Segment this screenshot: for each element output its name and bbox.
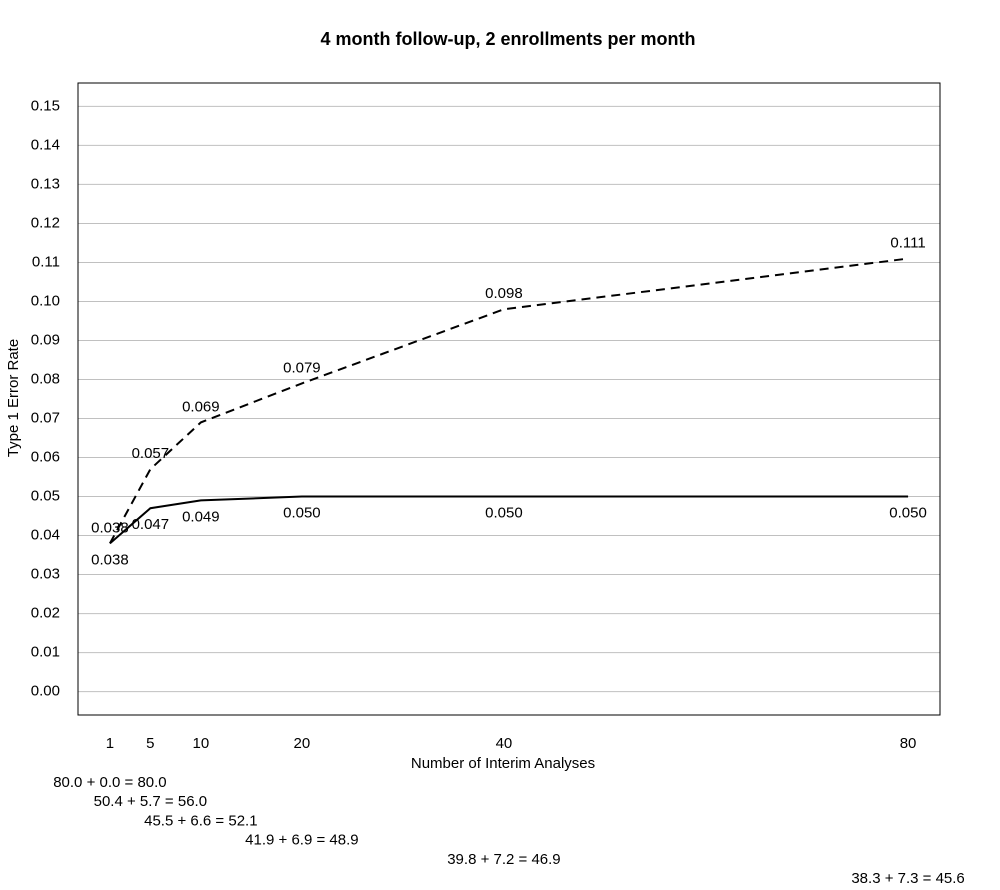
x-tick-label: 5 — [146, 735, 154, 752]
x-tick-label: 1 — [106, 735, 114, 752]
data-label: 0.050 — [889, 504, 927, 521]
annotation: 80.0 + 0.0 = 80.0 — [53, 774, 166, 791]
data-label: 0.111 — [890, 235, 925, 252]
y-tick-label: 0.01 — [31, 644, 60, 661]
y-axis-label: Type 1 Error Rate — [5, 339, 22, 457]
x-tick-label: 20 — [294, 735, 311, 752]
series-line — [109, 495, 909, 545]
x-tick-label: 40 — [496, 735, 513, 752]
annotation: 45.5 + 6.6 = 52.1 — [144, 812, 257, 829]
y-tick-label: 0.04 — [31, 527, 60, 544]
data-label: 0.050 — [283, 504, 321, 521]
data-label: 0.050 — [485, 504, 523, 521]
x-tick-label: 10 — [193, 735, 210, 752]
y-tick-label: 0.13 — [31, 175, 60, 192]
data-label: 0.049 — [182, 508, 220, 525]
y-tick-label: 0.08 — [31, 370, 60, 387]
y-tick-label: 0.12 — [31, 214, 60, 231]
y-tick-label: 0.07 — [31, 409, 60, 426]
y-tick-label: 0.09 — [31, 331, 60, 348]
data-label: 0.038 — [91, 551, 129, 568]
data-label: 0.038 — [91, 519, 129, 536]
y-tick-label: 0.03 — [31, 566, 60, 583]
data-label: 0.079 — [283, 359, 321, 376]
data-label: 0.098 — [485, 285, 523, 302]
plot-frame — [77, 82, 941, 716]
data-label: 0.047 — [132, 516, 170, 533]
y-tick-label: 0.10 — [31, 292, 60, 309]
chart-title: 4 month follow-up, 2 enrollments per mon… — [320, 29, 695, 49]
series-line — [109, 257, 909, 544]
y-tick-label: 0.06 — [31, 448, 60, 465]
y-tick-label: 0.15 — [31, 97, 60, 114]
y-tick-label: 0.02 — [31, 605, 60, 622]
annotation: 39.8 + 7.2 = 46.9 — [447, 851, 560, 868]
annotation: 50.4 + 5.7 = 56.0 — [94, 793, 207, 810]
x-tick-label: 80 — [900, 735, 917, 752]
y-tick-label: 0.11 — [32, 253, 60, 270]
data-label: 0.057 — [132, 445, 170, 462]
annotation: 41.9 + 6.9 = 48.9 — [245, 832, 358, 849]
x-axis-label: Number of Interim Analyses — [411, 755, 595, 772]
y-tick-label: 0.00 — [31, 683, 60, 700]
y-tick-label: 0.14 — [31, 136, 60, 153]
data-label: 0.069 — [182, 398, 220, 415]
annotation: 38.3 + 7.3 = 45.6 — [851, 870, 964, 887]
y-tick-label: 0.05 — [31, 487, 60, 504]
